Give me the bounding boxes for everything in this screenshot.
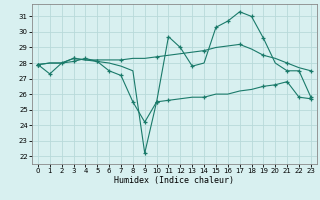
X-axis label: Humidex (Indice chaleur): Humidex (Indice chaleur) (115, 176, 234, 185)
